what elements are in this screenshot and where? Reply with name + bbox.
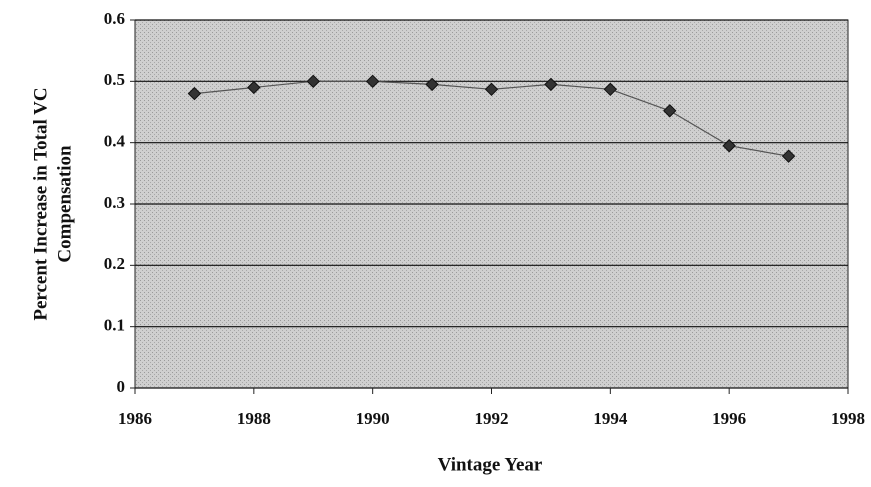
- y-tick-label: 0.5: [104, 70, 125, 89]
- marker: [306, 74, 320, 89]
- x-tick-label: 1992: [475, 409, 509, 428]
- y-tick-label: 0.2: [104, 254, 125, 273]
- marker: [781, 149, 796, 163]
- x-tick-label: 1996: [712, 409, 746, 428]
- y-tick-label: 0.1: [104, 316, 125, 335]
- y-axis-label: Percent Increase in Total VC: [30, 87, 51, 320]
- marker: [484, 82, 499, 97]
- marker: [425, 77, 439, 92]
- marker: [663, 104, 677, 118]
- marker: [187, 86, 202, 101]
- x-tick-label: 1986: [118, 409, 152, 428]
- marker: [247, 80, 261, 95]
- x-tick-label: 1998: [831, 409, 865, 428]
- x-tick-label: 1994: [593, 409, 628, 428]
- y-tick-label: 0.6: [104, 9, 125, 28]
- x-tick-label: 1990: [356, 409, 390, 428]
- marker: [544, 77, 558, 92]
- marker: [365, 74, 380, 89]
- x-tick-label: 1988: [237, 409, 271, 428]
- x-axis-label: Vintage Year: [438, 454, 543, 475]
- marker: [603, 82, 618, 97]
- y-axis-label: Compensation: [54, 145, 75, 263]
- y-tick-label: 0.3: [104, 193, 125, 212]
- y-tick-label: 0: [117, 377, 126, 396]
- marker: [722, 139, 736, 153]
- y-tick-label: 0.4: [104, 132, 126, 151]
